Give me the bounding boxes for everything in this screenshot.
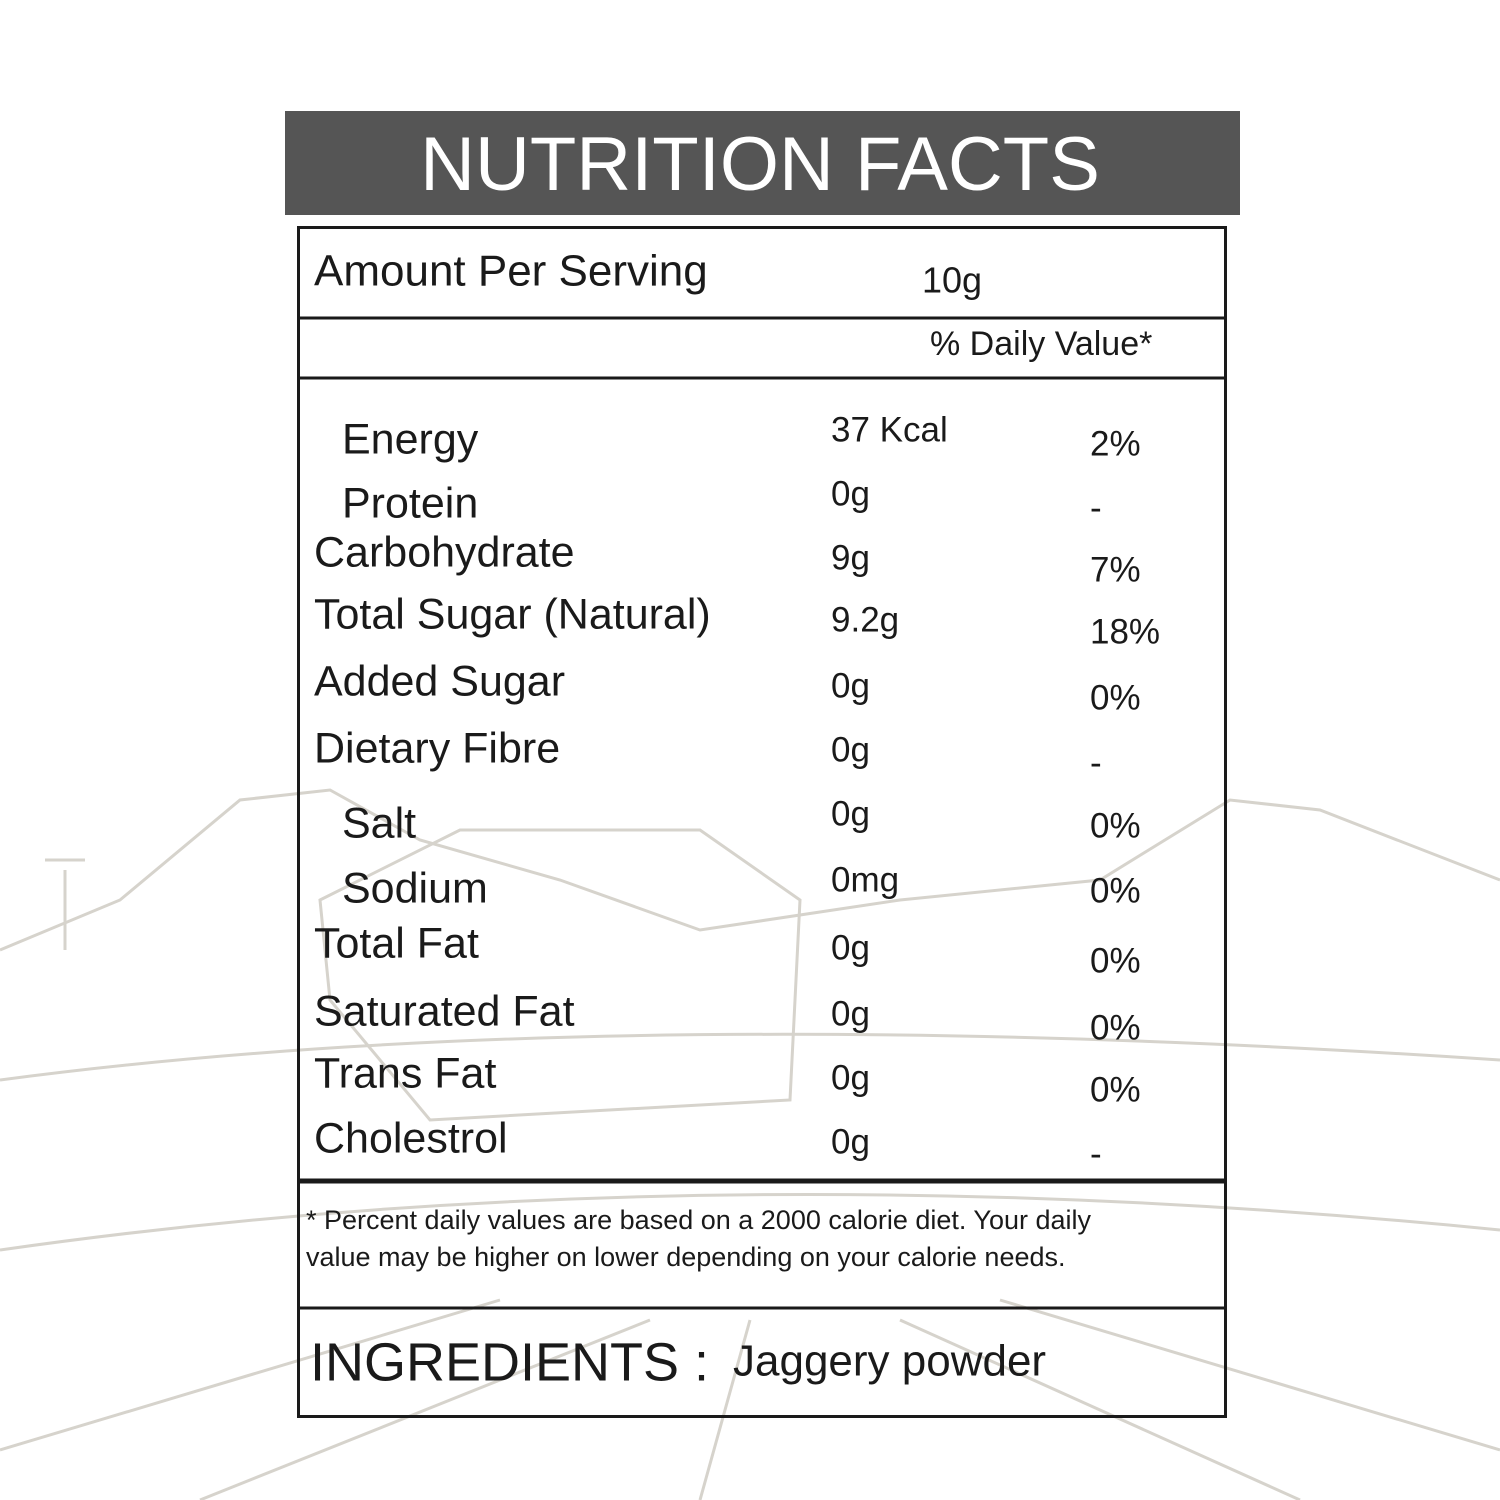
nutrient-daily-value: - bbox=[1090, 1134, 1102, 1173]
nutrient-amount: 37 Kcal bbox=[831, 410, 948, 449]
nutrient-amount: 0g bbox=[831, 1122, 870, 1161]
ingredients-value: Jaggery powder bbox=[733, 1337, 1046, 1386]
nutrient-daily-value: - bbox=[1090, 743, 1102, 782]
nutrient-amount: 9g bbox=[831, 538, 870, 577]
nutrient-name: Trans Fat bbox=[314, 1049, 496, 1097]
nutrient-amount: 0g bbox=[831, 928, 870, 967]
nutrient-name: Dietary Fibre bbox=[314, 724, 560, 772]
nutrient-name: Total Fat bbox=[314, 919, 479, 967]
nutrient-amount: 0g bbox=[831, 994, 870, 1033]
nutrient-name: Carbohydrate bbox=[314, 528, 575, 576]
nutrient-daily-value: 18% bbox=[1090, 612, 1160, 651]
footnote: * Percent daily values are based on a 20… bbox=[306, 1205, 1092, 1235]
nutrient-daily-value: 7% bbox=[1090, 550, 1141, 589]
nutrient-daily-value: 0% bbox=[1090, 1070, 1141, 1109]
nutrient-rows: Energy 37 Kcal 2% Protein 0g - Carbohydrate 9g 7… bbox=[314, 410, 1160, 1173]
ingredients-label: INGREDIENTS : bbox=[310, 1332, 709, 1392]
footnote: value may be higher on lower depending o… bbox=[306, 1242, 1066, 1272]
nutrient-name: Protein bbox=[342, 479, 478, 527]
background-sketch bbox=[0, 788, 1500, 1500]
nutrient-name: Added Sugar bbox=[314, 657, 565, 705]
nutrient-daily-value: 0% bbox=[1090, 941, 1141, 980]
nutrient-amount: 0g bbox=[831, 730, 870, 769]
nutrient-name: Energy bbox=[342, 415, 479, 463]
nutrient-daily-value: 0% bbox=[1090, 871, 1141, 910]
facts-box bbox=[297, 226, 1227, 1418]
nutrient-amount: 0g bbox=[831, 666, 870, 705]
nutrient-amount: 0g bbox=[831, 794, 870, 833]
nutrient-daily-value: 0% bbox=[1090, 678, 1141, 717]
nutrient-amount: 9.2g bbox=[831, 600, 899, 639]
nutrient-daily-value: 2% bbox=[1090, 424, 1141, 463]
nutrient-amount: 0g bbox=[831, 474, 870, 513]
nutrient-daily-value: 0% bbox=[1090, 806, 1141, 845]
nutrient-name: Salt bbox=[342, 799, 416, 847]
nutrient-name: Cholestrol bbox=[314, 1114, 508, 1162]
title: NUTRITION FACTS bbox=[420, 122, 1100, 207]
nutrient-amount: 0mg bbox=[831, 860, 899, 899]
nutrient-daily-value: 0% bbox=[1090, 1008, 1141, 1047]
serving-value: 10g bbox=[922, 260, 982, 301]
nutrient-amount: 0g bbox=[831, 1058, 870, 1097]
nutrient-daily-value: - bbox=[1090, 488, 1102, 527]
nutrient-name: Total Sugar (Natural) bbox=[314, 590, 711, 638]
nutrient-name: Saturated Fat bbox=[314, 987, 575, 1035]
serving-label: Amount Per Serving bbox=[314, 247, 708, 296]
title-bar bbox=[285, 111, 1240, 215]
nutrient-name: Sodium bbox=[342, 864, 488, 912]
daily-value-header: % Daily Value* bbox=[930, 325, 1152, 363]
